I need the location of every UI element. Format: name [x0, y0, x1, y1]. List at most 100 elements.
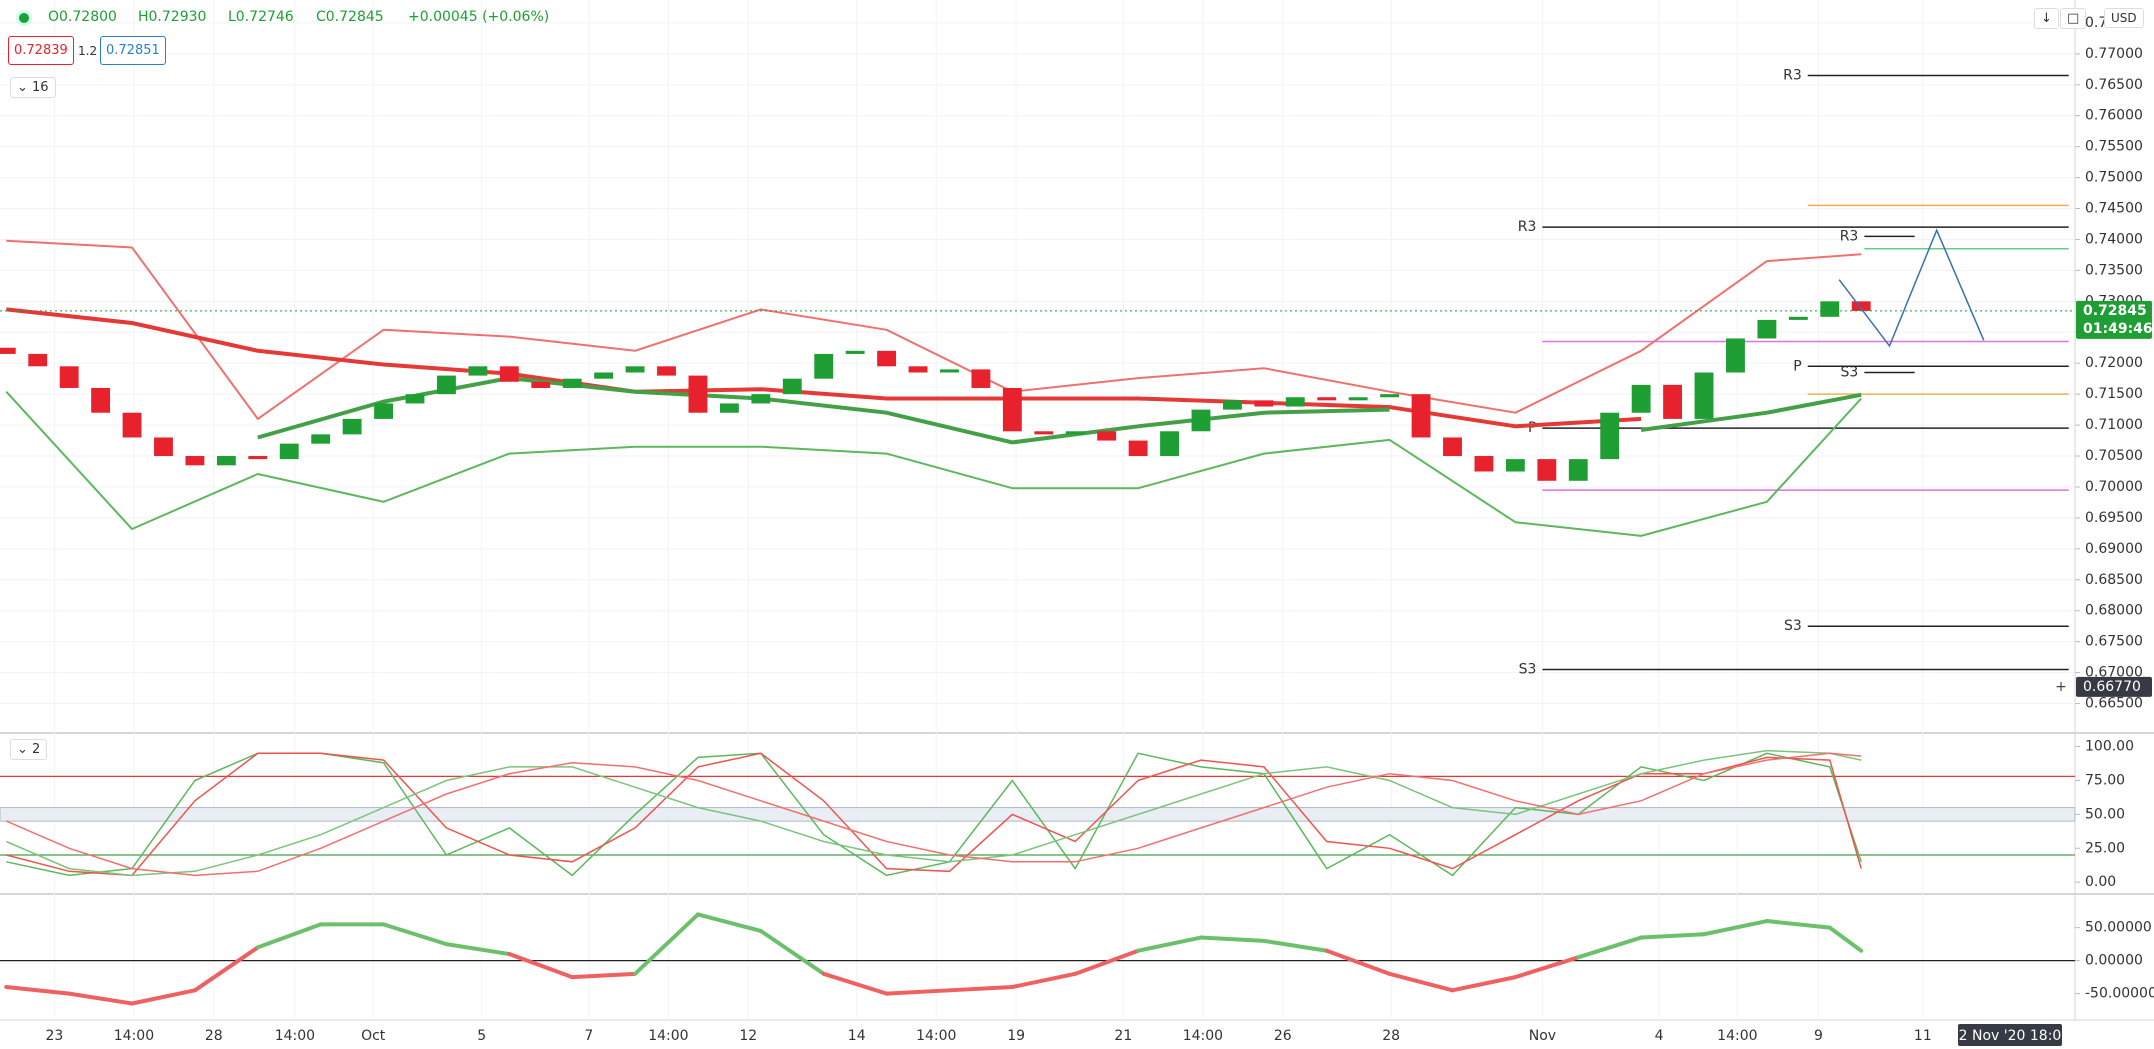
momentum-segment: [255, 922, 323, 950]
y-tick-label: 25.00: [2085, 840, 2125, 856]
candle-body: [0, 347, 16, 354]
y-tick-label: 0.69000: [2085, 541, 2143, 557]
momentum-segment: [192, 945, 260, 993]
x-tick-label: 14:00: [1183, 1028, 1223, 1044]
fullscreen-button[interactable]: □: [2060, 8, 2087, 29]
candle-body: [845, 350, 865, 354]
y-tick-label: 0.66500: [2085, 696, 2143, 712]
momentum-segment: [821, 971, 889, 996]
candle-body: [562, 378, 582, 388]
scroll-button[interactable]: ↓: [2034, 8, 2059, 29]
momentum-segment: [695, 912, 763, 933]
candle-body: [688, 375, 708, 413]
last-price-box: [2076, 300, 2152, 339]
candle-body: [1757, 319, 1777, 339]
crosshair-price-box: [2076, 676, 2152, 697]
momentum-segment: [67, 991, 135, 1006]
pivot-label: S3: [1784, 618, 1802, 634]
momentum-segment: [1198, 935, 1266, 943]
y-tick-label: 50.00: [2085, 806, 2125, 822]
crosshair-plus: +: [2055, 679, 2067, 695]
y-tick-label: 75.00: [2085, 772, 2125, 788]
candle-body: [1820, 301, 1840, 317]
x-tick-label: 11: [1914, 1028, 1932, 1044]
x-tick-label: 14: [848, 1028, 866, 1044]
countdown-label: 01:49:46: [2083, 321, 2153, 337]
ohlc-low: L0.72746: [228, 9, 294, 25]
candle-body: [1411, 394, 1431, 438]
x-tick-label: 19: [1007, 1028, 1025, 1044]
candle-body: [1254, 400, 1274, 407]
momentum-segment: [507, 952, 575, 980]
candle-body: [437, 375, 456, 395]
momentum-segment: [884, 988, 952, 996]
candle-body: [1600, 412, 1620, 460]
y-tick-label: 0.70500: [2085, 448, 2143, 464]
y-tick-label: 0.00: [2085, 874, 2116, 890]
x-tick-label: 7: [584, 1028, 593, 1044]
momentum-segment: [130, 988, 197, 1006]
y-tick-label: 0.72000: [2085, 355, 2143, 371]
momentum-segment: [1764, 919, 1832, 930]
indicators-toggle[interactable]: ⌄ 16: [10, 77, 56, 98]
toggle-count: 2: [32, 742, 41, 757]
momentum-segment: [1513, 955, 1581, 980]
drawing-zigzag: [1838, 228, 1985, 348]
candle-body: [1002, 387, 1022, 432]
momentum-segment: [444, 942, 512, 957]
candle-body: [1034, 431, 1054, 435]
candle-body: [216, 456, 236, 466]
y-tick-label: 0.71000: [2085, 417, 2143, 433]
currency-label[interactable]: USD: [2104, 8, 2144, 28]
candle-body: [499, 366, 519, 382]
x-tick-label: 23: [45, 1028, 63, 1044]
band: [0, 807, 2076, 822]
y-tick-label: 0.75000: [2085, 170, 2143, 186]
candle-body: [1285, 397, 1305, 407]
y-tick-label: 0.70000: [2085, 479, 2143, 495]
y-tick-label: 0.68000: [2085, 603, 2143, 619]
y-tick-label: 0.76000: [2085, 108, 2143, 124]
spread: 1.2: [78, 44, 98, 58]
candle-body: [374, 403, 393, 419]
candle-body: [594, 372, 614, 379]
pivot-label: R3: [1518, 219, 1537, 235]
ohlc-open: O0.72800: [48, 9, 117, 25]
candle-body: [1694, 372, 1714, 419]
momentum-segment: [1324, 948, 1392, 976]
candle-body: [782, 378, 802, 395]
candle-body: [1222, 400, 1242, 410]
momentum-segment: [1702, 919, 1769, 937]
crosshair-time-box: [1958, 1024, 2062, 1046]
y-tick-label: 0.74500: [2085, 201, 2143, 217]
ohlc-close: C0.72845: [316, 9, 384, 25]
x-tick-label: 14:00: [916, 1028, 956, 1044]
crosshair-price-label: 0.66770: [2083, 679, 2141, 695]
sell-button[interactable]: 0.72839: [8, 36, 74, 65]
candle-body: [1348, 397, 1368, 401]
momentum-segment: [1010, 971, 1078, 990]
y-tick-label: 100.00: [2085, 739, 2134, 755]
candle-body: [1097, 431, 1117, 441]
candle-body: [1726, 338, 1745, 373]
y-tick-label: 0.00000: [2085, 953, 2143, 969]
candle-body: [531, 381, 551, 388]
candle-body: [1065, 431, 1085, 435]
momentum-segment: [4, 985, 72, 996]
y-tick-label: 0.73500: [2085, 262, 2143, 278]
x-tick-label: 14:00: [114, 1028, 154, 1044]
momentum-segment: [1387, 971, 1455, 993]
pane-toggle[interactable]: ⌄ 2: [10, 739, 48, 760]
x-tick-label: 28: [1382, 1028, 1400, 1044]
indicator-line: [5, 391, 1862, 537]
candle-body: [28, 353, 48, 367]
candle-body: [1160, 431, 1179, 457]
momentum-segment: [1136, 935, 1203, 953]
candle-body: [405, 394, 425, 404]
candle-body: [751, 394, 771, 404]
pivot-label: P: [1793, 358, 1801, 374]
buy-button[interactable]: 0.72851: [100, 36, 166, 65]
x-tick-label: 28: [205, 1028, 223, 1044]
x-tick-label: Oct: [361, 1028, 386, 1044]
